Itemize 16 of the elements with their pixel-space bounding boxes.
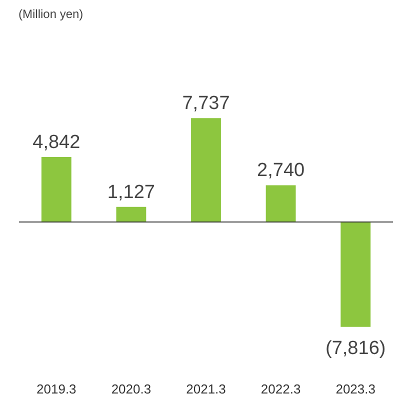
x-tick-label: 2022.3 bbox=[260, 382, 301, 396]
data-label: 7,737 bbox=[182, 93, 230, 114]
bar bbox=[340, 222, 371, 327]
data-label: 4,842 bbox=[32, 132, 80, 153]
bar bbox=[116, 206, 146, 222]
text: (Million yen) bbox=[18, 7, 84, 21]
data-label: (7,816) bbox=[326, 338, 386, 359]
x-tick-label: 2019.3 bbox=[36, 382, 76, 396]
x-tick-label: 2023.3 bbox=[336, 382, 376, 396]
bar bbox=[191, 118, 221, 222]
x-tick-label: 2020.3 bbox=[111, 382, 152, 396]
bar bbox=[266, 185, 296, 222]
x-tick-label: 2021.3 bbox=[186, 382, 226, 396]
data-label: 2,740 bbox=[257, 160, 305, 182]
data-label: 1,127 bbox=[107, 182, 155, 203]
bar bbox=[41, 156, 72, 222]
